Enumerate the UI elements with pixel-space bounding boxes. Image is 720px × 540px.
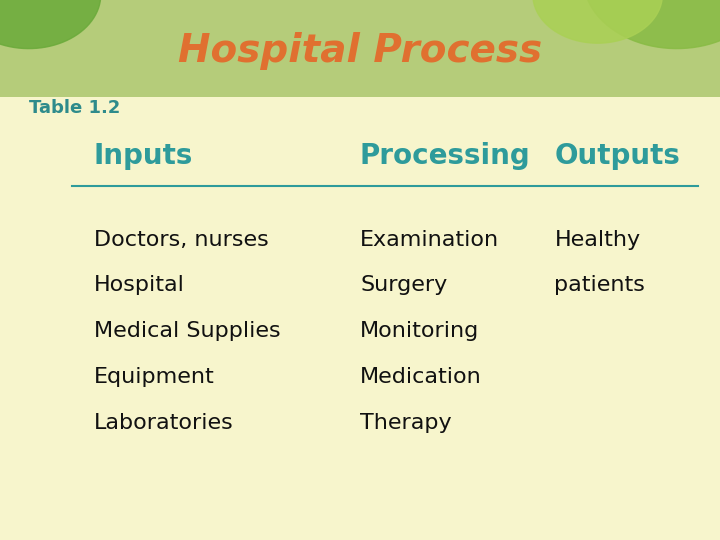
- Text: Table 1.2: Table 1.2: [29, 99, 120, 117]
- Text: Healthy: Healthy: [554, 230, 641, 249]
- Text: Surgery: Surgery: [360, 275, 447, 295]
- Text: Hospital: Hospital: [94, 275, 184, 295]
- Text: Medical Supplies: Medical Supplies: [94, 321, 280, 341]
- Polygon shape: [0, 0, 101, 49]
- Text: Monitoring: Monitoring: [360, 321, 480, 341]
- Text: Therapy: Therapy: [360, 413, 451, 433]
- Text: Inputs: Inputs: [94, 142, 193, 170]
- Polygon shape: [583, 0, 720, 49]
- Text: Laboratories: Laboratories: [94, 413, 233, 433]
- Text: Outputs: Outputs: [554, 142, 680, 170]
- Text: Medication: Medication: [360, 367, 482, 387]
- FancyBboxPatch shape: [0, 0, 720, 97]
- Polygon shape: [533, 0, 662, 43]
- Text: Examination: Examination: [360, 230, 499, 249]
- Text: Doctors, nurses: Doctors, nurses: [94, 230, 269, 249]
- Text: Processing: Processing: [360, 142, 531, 170]
- Text: patients: patients: [554, 275, 645, 295]
- Text: Equipment: Equipment: [94, 367, 215, 387]
- Text: Hospital Process: Hospital Process: [178, 32, 542, 70]
